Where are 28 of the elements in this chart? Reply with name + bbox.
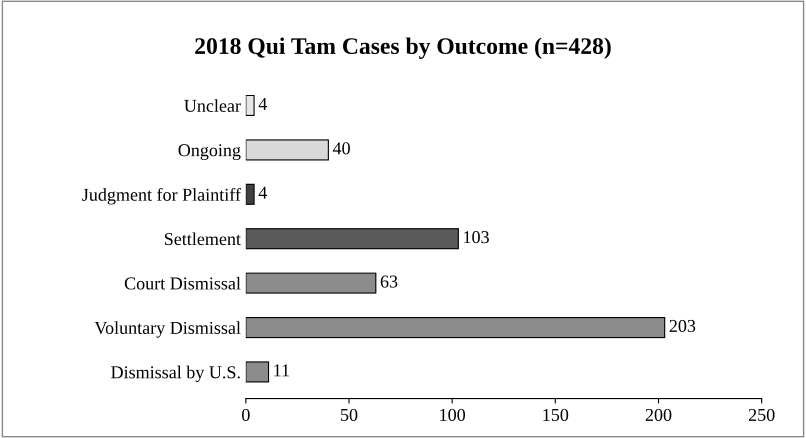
bar — [246, 316, 666, 338]
bar — [246, 272, 376, 294]
y-tick-label: Court Dismissal — [124, 276, 241, 290]
y-tick-label: Voluntary Dismissal — [94, 321, 241, 338]
data-label: 4 — [258, 98, 267, 110]
data-label: 63 — [380, 276, 398, 288]
x-tick-label: 200 — [646, 408, 672, 422]
y-tick-label: Unclear — [184, 99, 241, 112]
data-label: 40 — [332, 142, 350, 154]
data-label: 4 — [258, 186, 267, 199]
bar — [246, 361, 270, 382]
data-label: 203 — [670, 320, 696, 332]
x-tick-label: 250 — [748, 408, 775, 422]
bar — [246, 184, 255, 205]
x-tick-label: 100 — [440, 408, 466, 422]
y-tick-label: Judgment for Plaintiff — [82, 188, 241, 205]
x-tick-label: 150 — [543, 408, 568, 422]
x-tick-label: 50 — [341, 408, 358, 422]
bar — [246, 139, 329, 160]
y-tick-label: Ongoing — [178, 144, 241, 160]
data-label: 11 — [274, 364, 289, 376]
chart-title: 2018 Qui Tam Cases by Outcome (n=428) — [195, 37, 611, 59]
y-tick-label: Settlement — [164, 232, 241, 246]
bar — [246, 228, 459, 250]
bar — [246, 94, 255, 116]
x-tick-label: 0 — [242, 408, 250, 422]
data-label: 103 — [464, 231, 489, 244]
y-tick-label: Dismissal by U.S. — [111, 366, 240, 382]
